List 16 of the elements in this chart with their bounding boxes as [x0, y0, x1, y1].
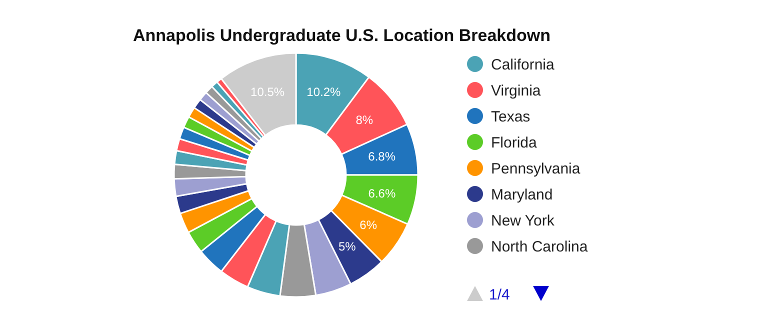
legend-label: California — [491, 56, 556, 74]
legend-label: Texas — [491, 108, 530, 126]
data-label: 8% — [356, 113, 374, 128]
legend-label: Maryland — [491, 186, 553, 204]
legend-label: Florida — [491, 134, 538, 152]
legend-label: Virginia — [491, 82, 542, 100]
legend-label: Pennsylvania — [491, 160, 581, 178]
data-label: 6.8% — [368, 150, 396, 164]
data-label: 5% — [338, 240, 356, 254]
data-label: 10.2% — [306, 84, 342, 99]
legend-label: North Carolina — [491, 238, 588, 256]
chart-title: Annapolis Undergraduate U.S. Location Breakdown — [133, 26, 550, 45]
data-label: 6% — [360, 218, 378, 232]
legend-label: New York — [491, 212, 555, 230]
text: 1/4 — [489, 286, 510, 304]
data-label: 6.6% — [368, 186, 396, 200]
